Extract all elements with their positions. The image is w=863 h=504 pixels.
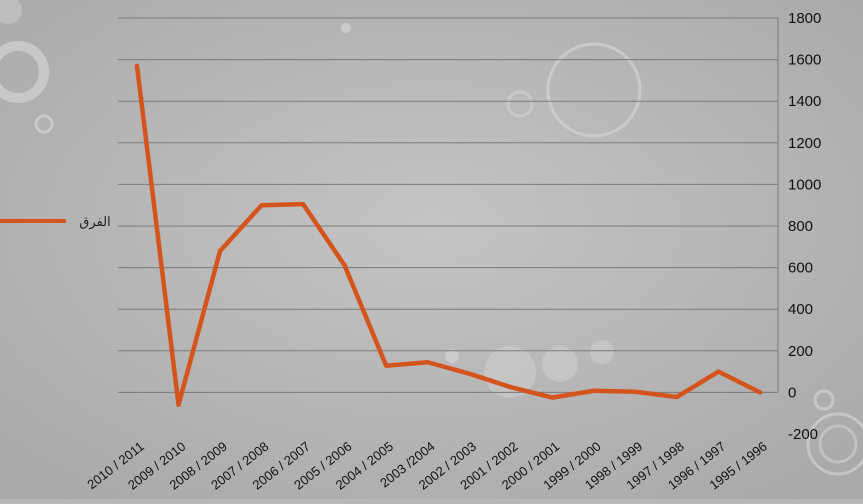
y-tick-label: 1200 — [788, 135, 821, 152]
y-tick-label: 200 — [788, 343, 813, 360]
y-tick-label: 1800 — [788, 10, 821, 27]
y-tick-label: 400 — [788, 301, 813, 318]
data-point — [550, 395, 555, 400]
data-point — [591, 388, 596, 393]
series-layer — [134, 63, 763, 408]
data-point — [342, 263, 347, 268]
y-axis-ticks: 1800 1600 1400 1200 1000 800 600 400 200 0 -200 — [788, 10, 821, 443]
y-tick-label: -200 — [788, 426, 818, 443]
data-point — [758, 390, 762, 395]
data-point — [176, 402, 181, 407]
data-point — [674, 394, 679, 399]
data-point — [716, 369, 721, 374]
y-tick-label: 1000 — [788, 176, 821, 193]
y-tick-label: 800 — [788, 218, 813, 235]
data-point — [425, 360, 430, 365]
data-point — [218, 248, 223, 253]
y-tick-label: 600 — [788, 260, 813, 277]
y-tick-label: 1400 — [788, 93, 821, 110]
data-point — [633, 389, 638, 394]
data-point — [301, 202, 306, 207]
grid-lines — [118, 17, 779, 393]
series-line — [134, 63, 763, 408]
legend: الفرق — [0, 214, 111, 230]
data-point — [259, 203, 264, 208]
data-point — [508, 385, 513, 390]
data-point — [384, 363, 389, 368]
data-point — [135, 63, 139, 68]
y-tick-label: 1600 — [788, 52, 821, 69]
data-point — [467, 371, 472, 376]
y-tick-label: 0 — [788, 384, 796, 401]
background-decoration — [0, 0, 863, 476]
legend-label: الفرق — [79, 214, 110, 230]
